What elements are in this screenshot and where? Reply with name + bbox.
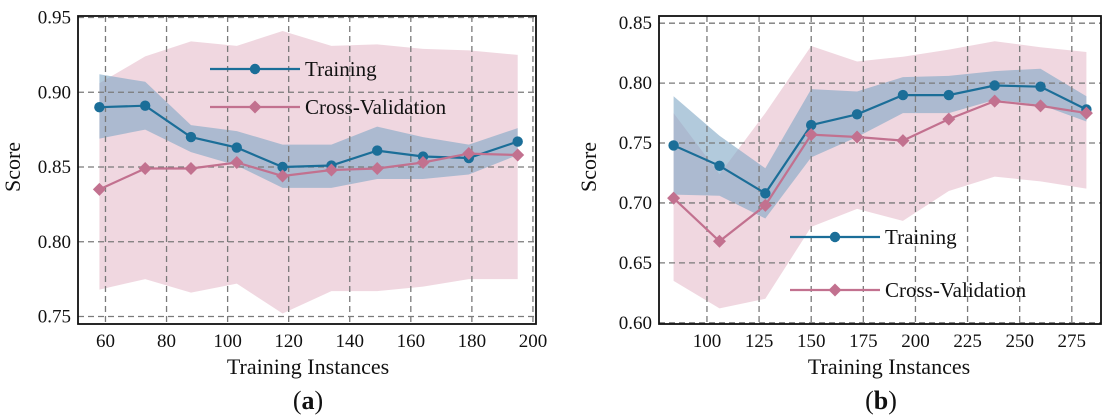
y-tick-label: 0.60 <box>619 313 652 334</box>
training-point <box>805 119 817 131</box>
cv-point <box>92 182 106 196</box>
x-tick-label: 180 <box>458 331 487 352</box>
cv-point <box>942 112 956 126</box>
x-tick-label: 150 <box>797 331 826 352</box>
panel-caption: (a) <box>293 386 323 415</box>
cv-point <box>667 191 681 205</box>
legend-label: Cross-Validation <box>885 278 1027 302</box>
training-point <box>714 160 725 172</box>
panel-label: b <box>874 386 888 415</box>
chart-panel-a: Score Training Instances (a) 60 80 100 120 1… <box>0 7 547 415</box>
x-tick-label: 200 <box>901 331 930 352</box>
training-point <box>897 89 909 101</box>
training-line <box>673 84 1087 195</box>
cv-point <box>462 147 476 161</box>
training-point <box>668 140 679 151</box>
plot-area <box>659 16 1101 324</box>
x-axis-label: Training Instances <box>227 354 389 379</box>
x-tick-label: 200 <box>519 331 548 352</box>
cv-point <box>804 128 818 142</box>
y-tick-label: 0.80 <box>619 73 652 94</box>
x-tick-label: 100 <box>693 331 722 352</box>
training-band <box>99 74 518 188</box>
legend: Training Cross-Validation <box>790 225 1027 302</box>
chart-panel-b: Score Training Instances (b) 100 125 150 17… <box>576 13 1102 415</box>
y-tick-label: 0.90 <box>38 82 71 103</box>
training-point <box>760 188 771 199</box>
cv-point <box>416 156 430 170</box>
training-point <box>1035 81 1046 92</box>
cv-point <box>248 100 262 114</box>
legend-label: Training <box>305 57 377 81</box>
legend-label: Cross-Validation <box>305 95 447 119</box>
cv-point <box>184 162 198 176</box>
plot-area <box>78 16 536 324</box>
cv-band <box>673 41 1087 309</box>
cv-point <box>324 163 338 177</box>
panel-label: a <box>302 386 315 415</box>
cv-point <box>276 169 290 183</box>
y-tick-label: 0.85 <box>38 157 71 178</box>
training-point <box>512 136 523 147</box>
cv-point <box>896 134 910 148</box>
y-tick-label: 0.70 <box>619 193 652 214</box>
training-point <box>372 145 383 156</box>
x-tick-label: 60 <box>96 331 115 352</box>
cv-point <box>1034 99 1048 113</box>
x-tick-label: 100 <box>213 331 242 352</box>
y-tick-label: 0.95 <box>38 7 71 28</box>
cv-point <box>370 162 384 176</box>
training-point <box>943 89 955 101</box>
cv-line <box>672 99 1087 243</box>
training-band <box>673 68 1087 219</box>
training-point <box>989 80 1000 91</box>
x-tick-label: 120 <box>274 331 303 352</box>
cv-point <box>850 130 864 144</box>
y-tick-label: 0.75 <box>619 133 652 154</box>
y-tick-label: 0.65 <box>619 253 652 274</box>
axes-frame <box>658 15 1102 325</box>
cv-point <box>1079 106 1093 120</box>
training-point <box>139 100 151 111</box>
training-point <box>231 142 242 153</box>
legend: Training Cross-Validation <box>210 57 447 119</box>
cv-point <box>988 94 1002 108</box>
x-tick-label: 225 <box>953 331 982 352</box>
y-axis-label: Score <box>0 142 25 192</box>
axes-frame <box>77 15 537 325</box>
training-point <box>249 63 261 75</box>
x-tick-label: 275 <box>1058 331 1087 352</box>
y-axis-label: Score <box>576 142 601 192</box>
y-tick-label: 0.80 <box>38 232 71 253</box>
cv-point <box>712 234 726 248</box>
y-tick-label: 0.75 <box>38 307 71 328</box>
x-tick-label: 140 <box>335 331 364 352</box>
cv-point <box>230 156 244 170</box>
y-tick-label: 0.85 <box>619 13 652 34</box>
cv-point <box>828 283 842 297</box>
training-point <box>94 102 105 113</box>
cv-point <box>758 198 772 212</box>
training-point <box>851 109 863 120</box>
x-tick-label: 250 <box>1005 331 1034 352</box>
training-point <box>185 131 197 143</box>
x-tick-label: 80 <box>157 331 176 352</box>
x-tick-label: 125 <box>745 331 774 352</box>
panel-caption: (b) <box>865 386 897 415</box>
x-tick-label: 160 <box>397 331 426 352</box>
cv-line <box>98 152 518 191</box>
legend-label: Training <box>885 225 957 249</box>
x-axis-label: Training Instances <box>808 354 970 379</box>
training-point <box>829 231 841 243</box>
cv-point <box>138 162 152 176</box>
x-tick-label: 175 <box>849 331 878 352</box>
cv-point <box>511 148 525 162</box>
training-point <box>277 161 288 173</box>
